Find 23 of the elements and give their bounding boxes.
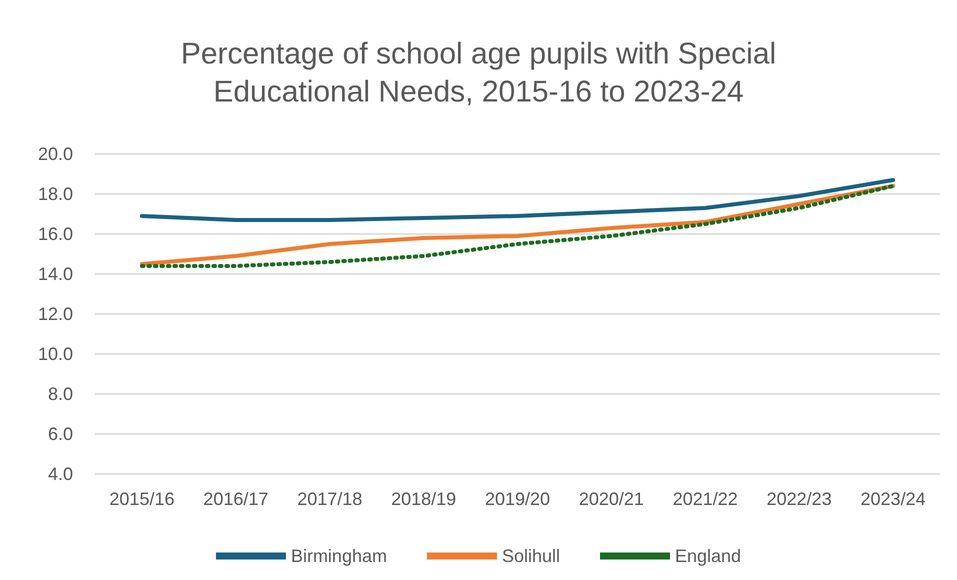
y-tick-label: 6.0 <box>48 424 73 444</box>
line-series <box>140 178 896 222</box>
x-tick-label: 2018/19 <box>391 489 456 509</box>
x-tick-label: 2020/21 <box>578 489 644 509</box>
x-tick-label: 2021/22 <box>672 489 738 509</box>
y-tick-label: 14.0 <box>38 264 73 284</box>
y-tick-label: 18.0 <box>38 184 73 204</box>
x-tick-label: 2022/23 <box>766 489 832 509</box>
x-tick-label: 2016/17 <box>203 489 268 509</box>
x-tick-label: 2015/16 <box>109 489 174 509</box>
y-tick-label: 8.0 <box>48 384 73 404</box>
x-tick-label: 2023/24 <box>860 489 926 509</box>
y-tick-label: 10.0 <box>38 344 73 364</box>
y-tick-label: 16.0 <box>38 224 73 244</box>
legend-label: England <box>675 546 742 566</box>
y-tick-label: 4.0 <box>48 464 73 484</box>
legend-label: Solihull <box>502 546 560 566</box>
x-tick-label: 2019/20 <box>484 489 550 509</box>
y-tick-label: 20.0 <box>38 144 73 164</box>
legend-label: Birmingham <box>290 546 387 566</box>
x-tick-label: 2017/18 <box>297 489 362 509</box>
chart-title: Percentage of school age pupils with Special Educational Needs, 2015-16 to 2023-24 <box>180 38 776 108</box>
y-tick-label: 12.0 <box>38 304 73 324</box>
